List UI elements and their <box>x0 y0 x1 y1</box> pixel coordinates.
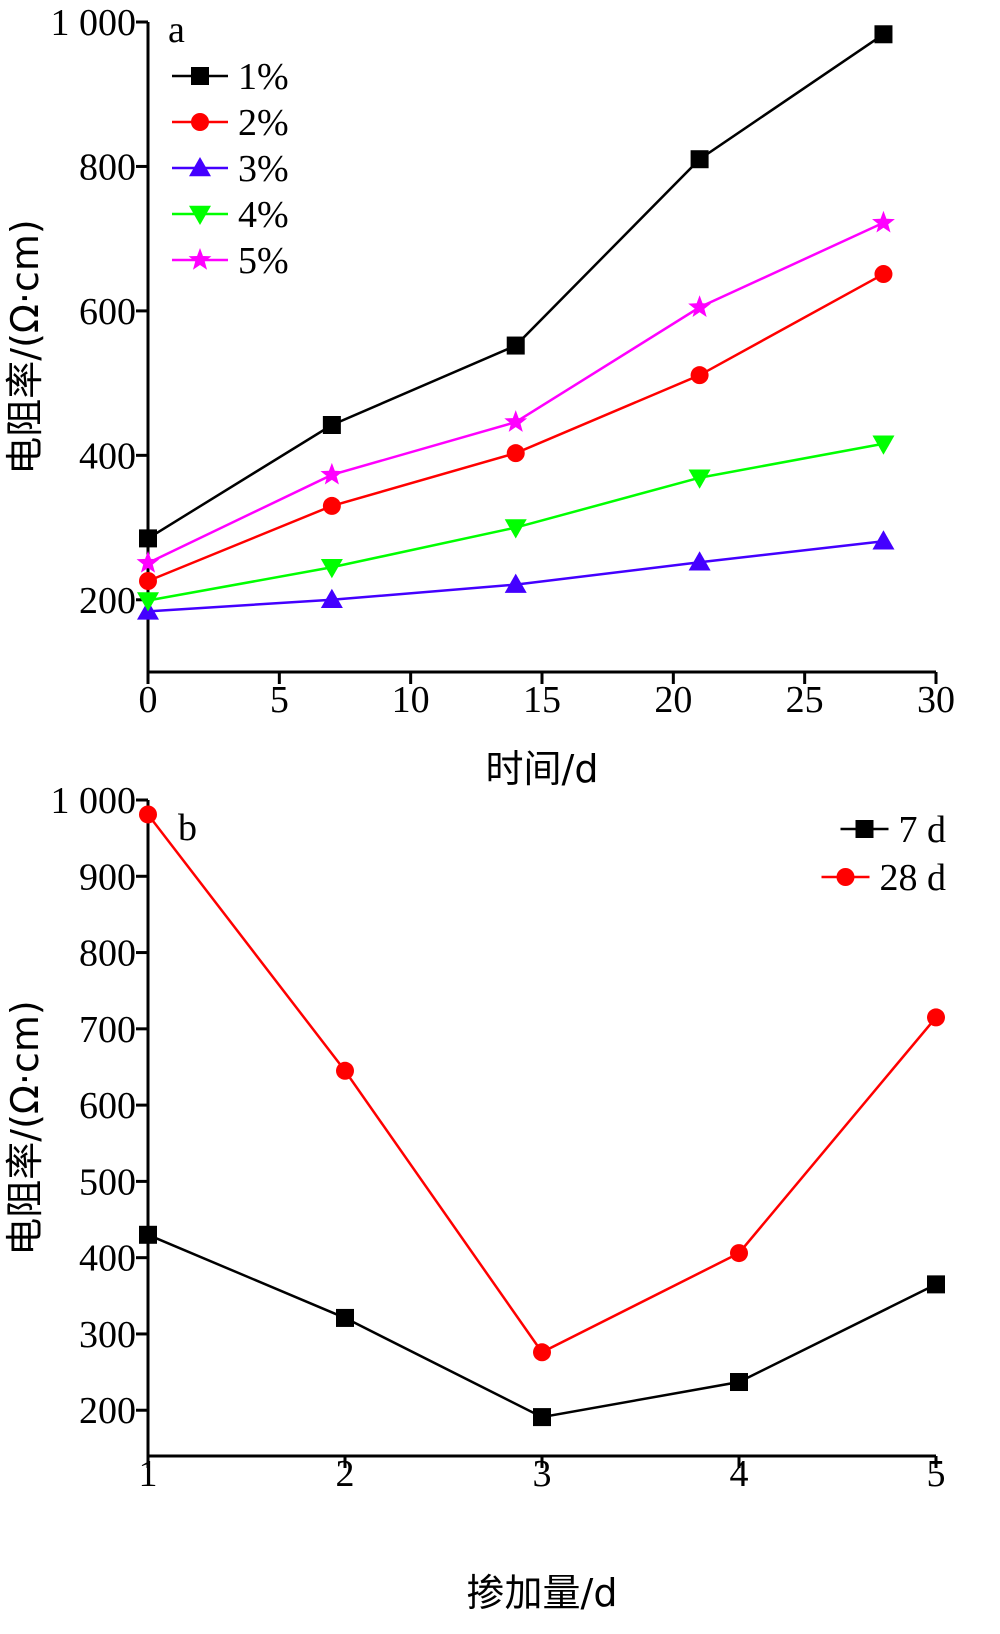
y-tick-label: 200 <box>79 1390 136 1432</box>
y-tick-label: 200 <box>79 580 136 622</box>
series-line <box>147 813 937 1354</box>
data-point <box>136 550 160 573</box>
x-tick-label: 3 <box>533 1453 552 1495</box>
x-tick-label: 2 <box>336 1453 355 1495</box>
x-tick-label: 30 <box>917 679 955 721</box>
data-point <box>506 444 525 463</box>
y-tick-label: 400 <box>79 435 136 477</box>
data-point <box>688 551 711 571</box>
y-tick-label: 400 <box>79 1238 136 1280</box>
panel-label: a <box>168 9 185 51</box>
series-1 <box>139 25 893 548</box>
x-tick-label: 10 <box>392 679 430 721</box>
x-axis-title: 时间/d <box>486 747 599 791</box>
y-axis-title: 电阻率/(Ω·cm) <box>3 219 47 474</box>
data-point <box>688 295 712 317</box>
legend-marker <box>189 157 211 177</box>
data-point <box>336 1308 354 1327</box>
data-point <box>730 1373 748 1392</box>
y-tick-label: 1 000 <box>51 2 137 44</box>
x-tick-label: 15 <box>523 679 561 721</box>
legend-label: 5% <box>238 240 289 282</box>
data-point <box>874 265 893 284</box>
data-point <box>927 1008 945 1027</box>
y-tick-label: 800 <box>79 146 136 188</box>
series-5 <box>136 210 895 573</box>
x-tick-label: 1 <box>139 1453 158 1495</box>
y-tick-label: 600 <box>79 291 136 333</box>
legend-marker <box>191 67 209 85</box>
legend: 1%2%3%4%5% <box>172 56 289 282</box>
legend-marker <box>189 205 211 225</box>
data-point <box>320 462 344 485</box>
x-tick-label: 5 <box>927 1453 946 1495</box>
data-point <box>872 435 895 455</box>
data-point <box>874 25 893 44</box>
data-point <box>322 416 341 434</box>
legend: 7 d 28 d <box>821 809 947 899</box>
data-point <box>872 530 895 550</box>
legend-marker <box>191 113 209 131</box>
data-point <box>322 496 341 515</box>
series-4 <box>137 435 895 612</box>
legend-marker <box>836 868 855 886</box>
data-point <box>690 150 709 169</box>
data-point <box>872 210 895 233</box>
data-point <box>139 805 157 824</box>
legend-marker <box>188 248 212 270</box>
x-tick-label: 25 <box>786 679 824 721</box>
data-point <box>533 1408 551 1427</box>
data-point <box>137 592 159 612</box>
series-7d <box>139 1225 945 1427</box>
legend-marker <box>855 820 874 838</box>
data-point <box>336 1061 354 1080</box>
data-point <box>504 519 527 539</box>
y-tick-label: 800 <box>79 933 136 975</box>
data-point <box>320 559 343 579</box>
legend-label: 1% <box>238 56 289 98</box>
data-point <box>139 1225 157 1244</box>
x-tick-label: 0 <box>139 679 158 721</box>
series-2 <box>139 265 893 590</box>
y-tick-label: 700 <box>79 1009 136 1051</box>
legend-label: 7 d <box>899 809 947 851</box>
x-tick-label: 20 <box>654 679 692 721</box>
y-axis-title: 电阻率/(Ω·cm) <box>3 1000 47 1255</box>
data-point <box>506 336 525 355</box>
data-point <box>320 588 343 609</box>
data-point <box>690 366 709 385</box>
data-point <box>504 573 527 593</box>
series-line <box>147 1233 937 1419</box>
data-point <box>139 529 157 548</box>
y-tick-label: 600 <box>79 1085 136 1127</box>
legend-label: 28 d <box>880 857 947 899</box>
data-point <box>504 410 528 432</box>
y-tick-label: 300 <box>79 1314 136 1356</box>
panel-label: b <box>178 807 197 849</box>
chart-panel-b: 1 2 3 4 5 200 300 400 500 600 700 800 900 1 000 掺加量/d 电… <box>3 780 946 1615</box>
series-28d <box>139 805 945 1362</box>
data-point <box>139 572 157 590</box>
x-tick-label: 5 <box>270 679 289 721</box>
data-point <box>927 1275 945 1294</box>
data-point <box>688 469 711 489</box>
y-tick-label: 1 000 <box>51 780 137 822</box>
legend-label: 3% <box>238 148 289 190</box>
x-axis-title: 掺加量/d <box>467 1571 618 1615</box>
data-point <box>730 1244 748 1263</box>
data-point <box>533 1343 551 1362</box>
x-tick-label: 4 <box>730 1453 749 1495</box>
series-3 <box>137 530 895 620</box>
y-tick-label: 900 <box>79 856 136 898</box>
legend-label: 4% <box>238 194 289 236</box>
chart-panel-a: 0 5 10 15 20 25 30 200 400 600 800 1 000 时间/d 电阻率/(Ω·… <box>3 2 955 791</box>
y-tick-label: 500 <box>79 1161 136 1203</box>
legend-label: 2% <box>238 102 289 144</box>
